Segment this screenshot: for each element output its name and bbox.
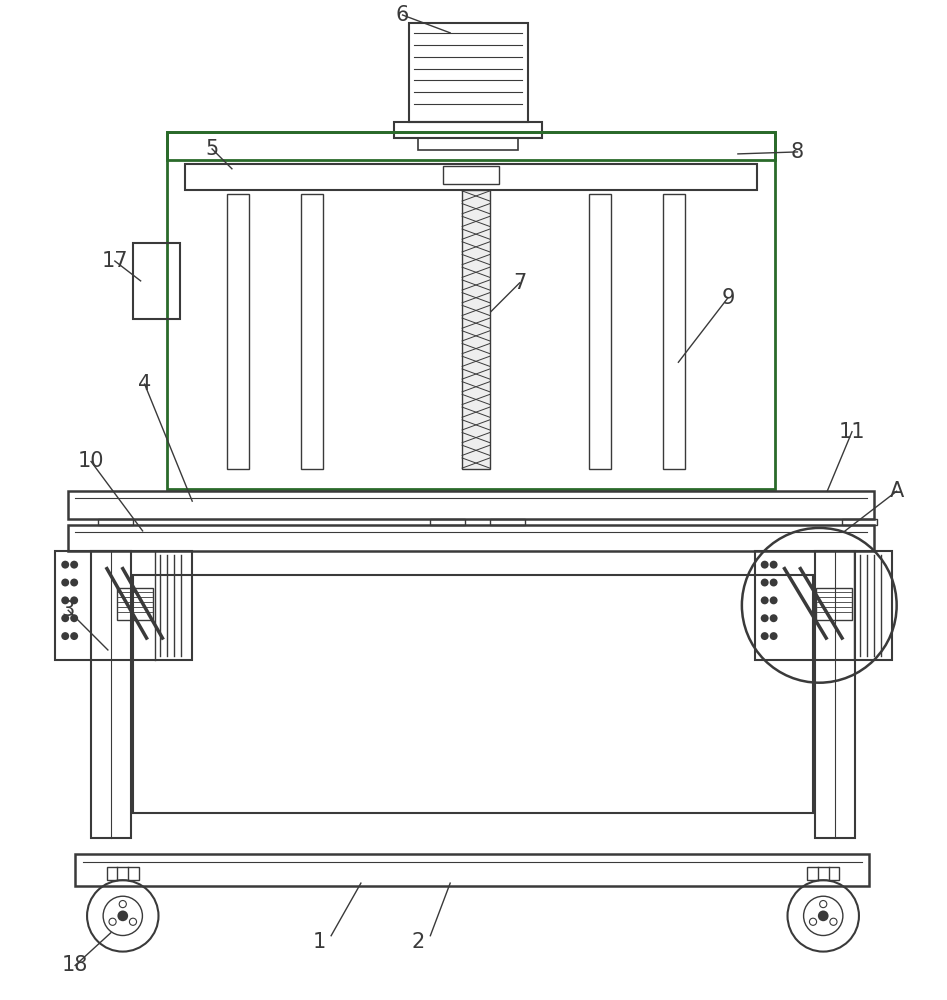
Text: 4: 4 (138, 374, 152, 394)
Bar (430, 519, 465, 525)
Bar (462, 190, 490, 469)
Bar (490, 519, 525, 525)
Circle shape (830, 918, 837, 925)
Circle shape (62, 632, 69, 640)
Bar (168, 132, 775, 160)
Bar (68, 491, 874, 519)
Circle shape (62, 561, 69, 569)
Text: 6: 6 (396, 5, 409, 25)
Text: 9: 9 (722, 288, 735, 308)
Circle shape (770, 614, 777, 622)
Bar (133, 575, 813, 813)
Circle shape (770, 596, 777, 604)
Circle shape (62, 579, 69, 586)
Bar (133, 243, 180, 319)
Circle shape (109, 918, 116, 925)
Bar (168, 132, 775, 489)
Circle shape (810, 918, 816, 925)
Bar (816, 588, 852, 620)
Circle shape (770, 561, 777, 569)
Circle shape (760, 561, 769, 569)
Circle shape (62, 614, 69, 622)
Bar (186, 164, 757, 190)
Circle shape (818, 911, 829, 921)
Bar (755, 551, 892, 660)
Text: 7: 7 (513, 273, 527, 293)
Circle shape (70, 579, 79, 586)
Text: 11: 11 (839, 422, 866, 442)
Bar (227, 194, 249, 469)
Bar (664, 194, 686, 469)
Text: A: A (889, 481, 903, 501)
Bar (408, 23, 527, 122)
Bar (75, 854, 868, 886)
Circle shape (70, 614, 79, 622)
Bar (419, 138, 518, 150)
Bar (68, 525, 874, 551)
Circle shape (770, 579, 777, 586)
Text: 17: 17 (101, 251, 128, 271)
Bar (98, 519, 133, 525)
Circle shape (770, 632, 777, 640)
Circle shape (760, 614, 769, 622)
Bar (443, 166, 499, 184)
Circle shape (70, 632, 79, 640)
Circle shape (119, 901, 126, 908)
Circle shape (117, 911, 128, 921)
Bar (91, 551, 131, 838)
Bar (394, 122, 543, 138)
Text: 3: 3 (62, 600, 75, 620)
Text: 2: 2 (412, 932, 425, 952)
Bar (589, 194, 611, 469)
Text: 10: 10 (78, 451, 104, 471)
Circle shape (70, 596, 79, 604)
Bar (301, 194, 323, 469)
Circle shape (760, 632, 769, 640)
Bar (842, 519, 877, 525)
Text: 8: 8 (791, 142, 804, 162)
Bar (116, 588, 152, 620)
Circle shape (760, 579, 769, 586)
Circle shape (820, 901, 827, 908)
Circle shape (62, 596, 69, 604)
Text: 18: 18 (62, 955, 88, 975)
Text: 5: 5 (205, 139, 219, 159)
Circle shape (760, 596, 769, 604)
Bar (815, 551, 855, 838)
Bar (807, 867, 839, 880)
Circle shape (130, 918, 136, 925)
Circle shape (70, 561, 79, 569)
Bar (107, 867, 139, 880)
Bar (55, 551, 192, 660)
Text: 1: 1 (313, 932, 326, 952)
